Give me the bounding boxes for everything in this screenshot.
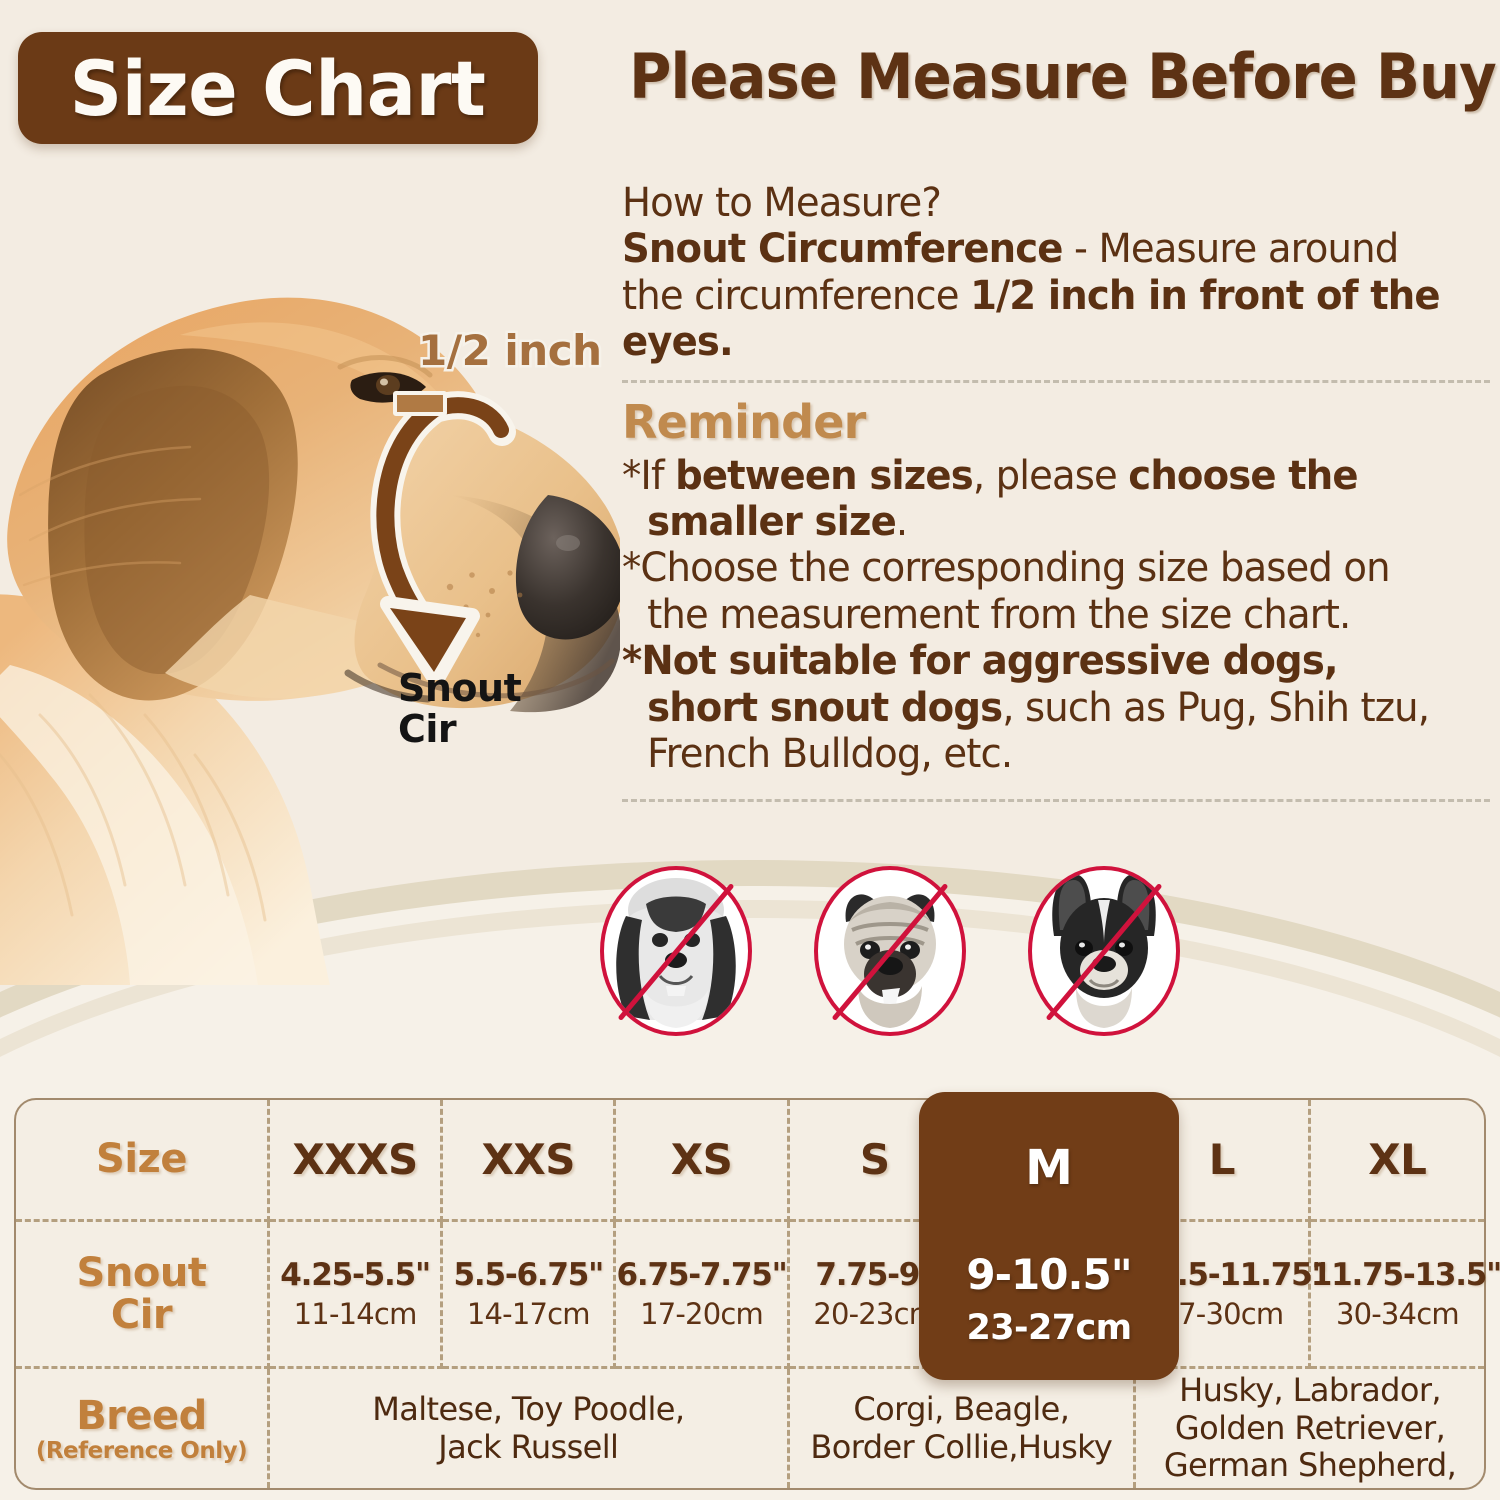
dog-profile-photo <box>0 195 620 985</box>
snout-cell-s: 7.75-9" 20-23cm <box>788 1220 963 1370</box>
half-inch-tick-marker <box>393 391 447 416</box>
size-cell-l: L <box>1134 1100 1311 1222</box>
row-label-snout-cir: Snout Cir <box>16 1220 270 1370</box>
size-cell-xxs: XXS <box>441 1100 617 1222</box>
breed-cell-large: Husky, Labrador, Golden Retriever, Germa… <box>1163 1370 1457 1485</box>
size-cell-xs: XS <box>614 1100 790 1222</box>
snout-cir-line1: Snout <box>398 666 522 710</box>
reminder-item-2: *Choose the corresponding size based on … <box>622 545 1391 638</box>
row-label-breed-note: (Reference Only) <box>35 1437 248 1464</box>
breed-cell-medium: Corgi, Beagle, Border Collie,Husky <box>788 1367 1137 1488</box>
golden-retriever-illustration <box>0 297 620 985</box>
breed-cell-small: Maltese, Toy Poodle, Jack Russell <box>268 1367 790 1488</box>
excluded-breeds-row <box>600 866 1180 1036</box>
snout-cell-xxs: 5.5-6.75" 14-17cm <box>441 1220 617 1370</box>
snout-cell-xxxs: 4.25-5.5" 11-14cm <box>268 1220 444 1370</box>
no-pug-badge <box>814 866 966 1036</box>
reminder-heading: Reminder <box>622 394 866 449</box>
row-label-size: Size <box>16 1100 270 1222</box>
half-inch-label: 1/2 inch <box>416 324 605 378</box>
how-to-measure-block: How to Measure? Snout Circumference - Me… <box>622 180 1460 366</box>
how-to-measure-heading: How to Measure? <box>622 180 942 226</box>
reminder-list: *If between sizes, please choose the sma… <box>622 453 1460 778</box>
size-cell-xxxs: XXXS <box>268 1100 444 1222</box>
snout-cell-xs: 6.75-7.75" 17-20cm <box>614 1220 790 1370</box>
panel-divider-bottom <box>622 799 1490 803</box>
page-title: Size Chart <box>70 43 486 133</box>
table-row-breed: Breed (Reference Only) Maltese, Toy Pood… <box>16 1367 1484 1488</box>
shih-tzu-icon <box>616 878 736 1028</box>
size-table: Size XXXS XXS XS S M L XL Snout Cir 4.25-… <box>14 1092 1500 1490</box>
size-cell-m: M <box>961 1100 1137 1222</box>
header-subtitle: Please Measure Before Buying! <box>629 40 1500 113</box>
table-row-snout-cir: Snout Cir 4.25-5.5" 11-14cm 5.5-6.75" 14-… <box>16 1220 1500 1370</box>
no-shih-tzu-badge <box>600 866 752 1036</box>
panel-divider-top <box>622 379 1490 383</box>
size-chart-badge: Size Chart <box>18 32 538 144</box>
info-panel: How to Measure? Snout Circumference - Me… <box>622 180 1490 814</box>
row-label-breed: Breed (Reference Only) <box>16 1367 270 1488</box>
snout-cir-line2: Cir <box>398 707 457 752</box>
snout-cir-label: Snout Cir <box>398 666 522 752</box>
size-cell-xl: XL <box>1309 1100 1484 1222</box>
snout-circumference-term: Snout Circumference <box>622 226 1063 273</box>
row-label-breed-text: Breed <box>76 1392 207 1439</box>
snout-cell-l: 10.5-11.75" 27-30cm <box>1134 1220 1328 1370</box>
no-french-bulldog-badge <box>1028 866 1180 1036</box>
snout-cell-m <box>961 1220 1137 1370</box>
how-to-measure-text: - Measure around the circumference <box>622 226 1399 319</box>
reminder-item-1: *If between sizes, please choose the sma… <box>622 452 1359 545</box>
reminder-item-3: *Not suitable for aggressive dogs, short… <box>622 638 1430 777</box>
size-cell-s: S <box>788 1100 963 1222</box>
snout-measure-arrow-icon <box>370 391 516 680</box>
how-to-measure-emphasis: 1/2 inch in front of the eyes. <box>622 272 1441 366</box>
how-to-measure-body: Snout Circumference - Measure around the… <box>622 226 1460 365</box>
table-row-size: Size XXXS XXS XS S M L XL <box>16 1100 1484 1222</box>
snout-cell-xl: 11.75-13.5" 30-34cm <box>1309 1220 1500 1370</box>
